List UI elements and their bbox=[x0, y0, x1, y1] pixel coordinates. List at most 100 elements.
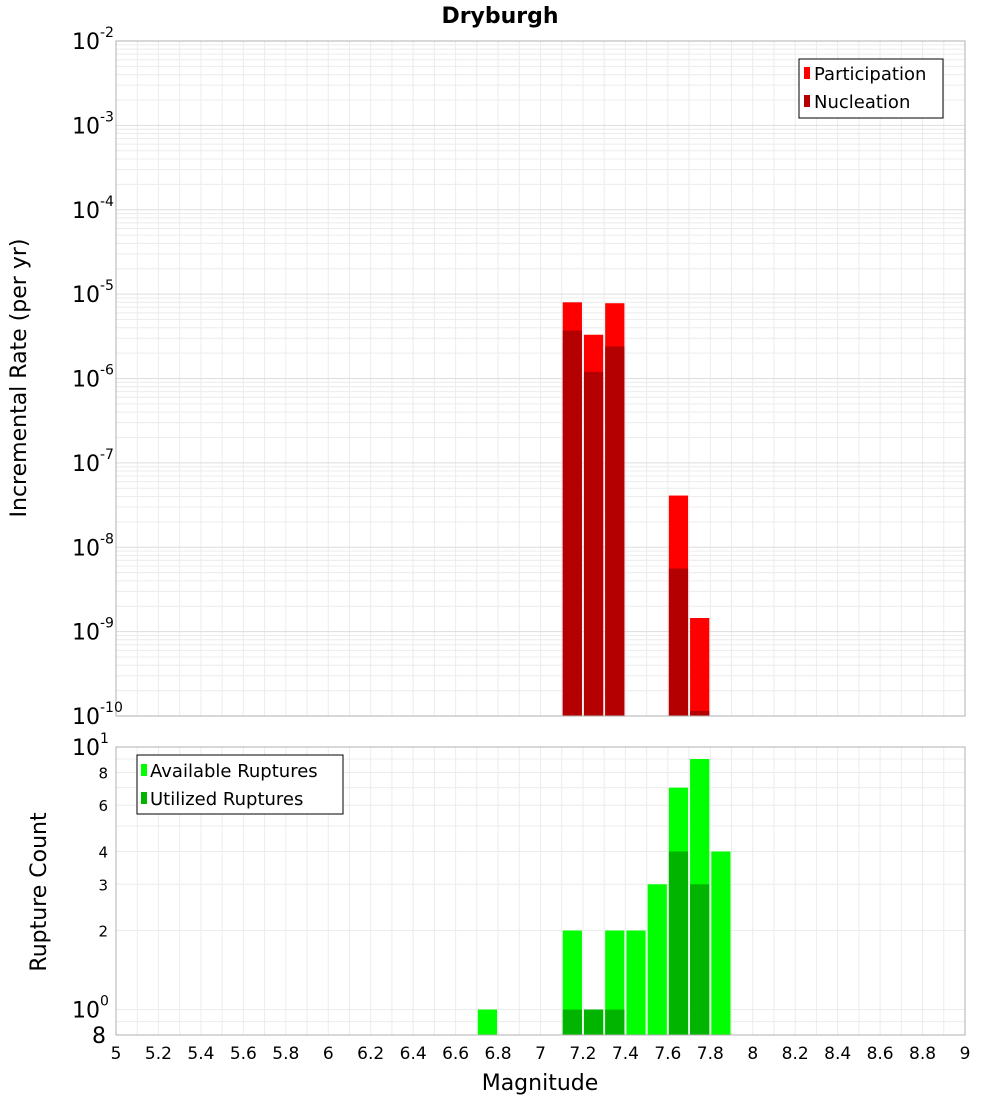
x-tick-label: 7.4 bbox=[612, 1044, 639, 1064]
bottom-legend: Available Ruptures Utilized Ruptures bbox=[136, 754, 344, 815]
bottom-y-tick-decade: 10 1 bbox=[72, 731, 109, 761]
bottom-bar-available bbox=[562, 930, 582, 1035]
svg-text:10: 10 bbox=[72, 999, 100, 1024]
top-bar-nucleation bbox=[668, 568, 689, 716]
svg-text:10: 10 bbox=[72, 705, 100, 730]
top-y-axis-label: Incremental Rate (per yr) bbox=[7, 239, 32, 518]
bottom-y-tick-decade: 10 0 bbox=[72, 994, 109, 1024]
top-y-tick-label: 10 -3 bbox=[72, 109, 114, 139]
x-tick-label: 6 bbox=[323, 1044, 334, 1064]
bottom-bar-available bbox=[477, 1009, 498, 1035]
bottom-y-axis-label: Rupture Count bbox=[27, 812, 52, 972]
x-tick-label: 6.8 bbox=[485, 1044, 512, 1064]
top-legend: Participation Nucleation bbox=[798, 58, 944, 119]
svg-text:10: 10 bbox=[72, 30, 100, 55]
svg-text:10: 10 bbox=[72, 368, 100, 393]
svg-text:10: 10 bbox=[72, 199, 100, 224]
top-legend-box bbox=[798, 58, 944, 119]
top-bar-nucleation bbox=[562, 330, 582, 716]
top-y-tick-label: 10 -6 bbox=[72, 363, 114, 393]
svg-text:10: 10 bbox=[72, 452, 100, 477]
x-tick-label: 9 bbox=[960, 1044, 971, 1064]
legend-label-participation: Participation bbox=[814, 64, 926, 85]
top-y-tick-label: 10 -5 bbox=[72, 278, 114, 308]
top-bar-nucleation bbox=[605, 346, 625, 716]
bottom-bar-utilized bbox=[605, 1009, 625, 1035]
top-y-tick-label: 10 -8 bbox=[72, 531, 114, 561]
top-bar-nucleation bbox=[583, 371, 604, 716]
bottom-y-tick-label: 3 bbox=[98, 876, 108, 894]
chart-title: Dryburgh bbox=[441, 4, 558, 29]
x-tick-label: 8.2 bbox=[782, 1044, 809, 1064]
svg-text:0: 0 bbox=[100, 994, 109, 1010]
x-axis-label: Magnitude bbox=[482, 1071, 599, 1096]
x-tick-label: 7 bbox=[535, 1044, 546, 1064]
x-tick-label: 8.6 bbox=[867, 1044, 894, 1064]
top-bar-nucleation bbox=[690, 710, 710, 716]
x-tick-label: 6.6 bbox=[442, 1044, 469, 1064]
x-tick-label: 5.2 bbox=[145, 1044, 172, 1064]
bottom-bar-utilized bbox=[690, 884, 710, 1035]
x-tick-label: 7.6 bbox=[654, 1044, 681, 1064]
bottom-legend-box bbox=[136, 754, 344, 815]
bottom-y-tick-label: 2 bbox=[98, 923, 108, 941]
svg-text:10: 10 bbox=[72, 283, 100, 308]
x-tick-label: 5.6 bbox=[230, 1044, 257, 1064]
top-plot-frame bbox=[115, 40, 966, 717]
top-y-tick-label: 10 -9 bbox=[72, 616, 114, 646]
legend-swatch-participation bbox=[804, 67, 810, 79]
bottom-y-tick-label: 4 bbox=[98, 843, 108, 861]
top-y-tick-label: 10 -2 bbox=[72, 25, 114, 55]
bottom-bar-utilized bbox=[583, 1009, 604, 1035]
legend-label-utilized: Utilized Ruptures bbox=[150, 789, 303, 810]
svg-text:10: 10 bbox=[72, 621, 100, 646]
legend-label-available: Available Ruptures bbox=[150, 761, 318, 782]
svg-text:10: 10 bbox=[72, 536, 100, 561]
svg-text:-9: -9 bbox=[100, 616, 114, 632]
svg-text:1: 1 bbox=[100, 731, 109, 747]
bottom-y-tick-label: 8 bbox=[92, 1024, 106, 1049]
top-y-tick-label: 10 -4 bbox=[72, 194, 114, 224]
top-plot-grid bbox=[115, 41, 966, 717]
x-tick-label: 8.4 bbox=[824, 1044, 851, 1064]
svg-text:-6: -6 bbox=[100, 363, 114, 379]
x-tick-label: 7.2 bbox=[569, 1044, 596, 1064]
x-tick-label: 6.2 bbox=[357, 1044, 384, 1064]
svg-text:10: 10 bbox=[72, 114, 100, 139]
x-tick-label: 5 bbox=[111, 1044, 122, 1064]
x-tick-label: 8.8 bbox=[909, 1044, 936, 1064]
svg-text:-4: -4 bbox=[100, 194, 114, 210]
x-tick-label: 7.8 bbox=[697, 1044, 724, 1064]
bottom-bar-available bbox=[626, 930, 646, 1035]
svg-text:-10: -10 bbox=[100, 700, 123, 716]
top-y-tick-label: 10 -7 bbox=[72, 447, 114, 477]
x-tick-label: 6.4 bbox=[400, 1044, 427, 1064]
svg-text:-3: -3 bbox=[100, 109, 114, 125]
svg-text:-2: -2 bbox=[100, 25, 114, 41]
top-plot-bars bbox=[562, 302, 710, 716]
bottom-bar-available bbox=[711, 851, 731, 1035]
svg-text:-7: -7 bbox=[100, 447, 114, 463]
bottom-bar-available bbox=[605, 930, 625, 1035]
bottom-y-tick-label: 6 bbox=[98, 797, 108, 815]
x-tick-labels: 5 5.2 5.4 5.6 5.8 6 6.2 6.4 6.6 6.8 7 7.2 7.4 7.6 7.8 8… bbox=[111, 1044, 971, 1064]
x-tick-label: 5.8 bbox=[272, 1044, 299, 1064]
x-tick-label: 8 bbox=[747, 1044, 758, 1064]
bottom-y-tick-label: 8 bbox=[98, 764, 108, 782]
top-y-tick-label: 10 -10 bbox=[72, 700, 123, 730]
bottom-bar-available bbox=[647, 884, 667, 1035]
legend-swatch-available bbox=[141, 764, 147, 776]
top-bar-participation bbox=[690, 618, 710, 716]
legend-swatch-nucleation bbox=[804, 95, 810, 107]
x-tick-label: 5.4 bbox=[187, 1044, 214, 1064]
legend-label-nucleation: Nucleation bbox=[814, 92, 910, 113]
svg-text:-8: -8 bbox=[100, 531, 114, 547]
bottom-plot-bars bbox=[477, 759, 731, 1035]
svg-text:10: 10 bbox=[72, 736, 100, 761]
bottom-bar-utilized bbox=[668, 851, 689, 1035]
legend-swatch-utilized bbox=[141, 792, 147, 804]
bottom-plot-frame bbox=[115, 746, 966, 1036]
svg-text:-5: -5 bbox=[100, 278, 114, 294]
